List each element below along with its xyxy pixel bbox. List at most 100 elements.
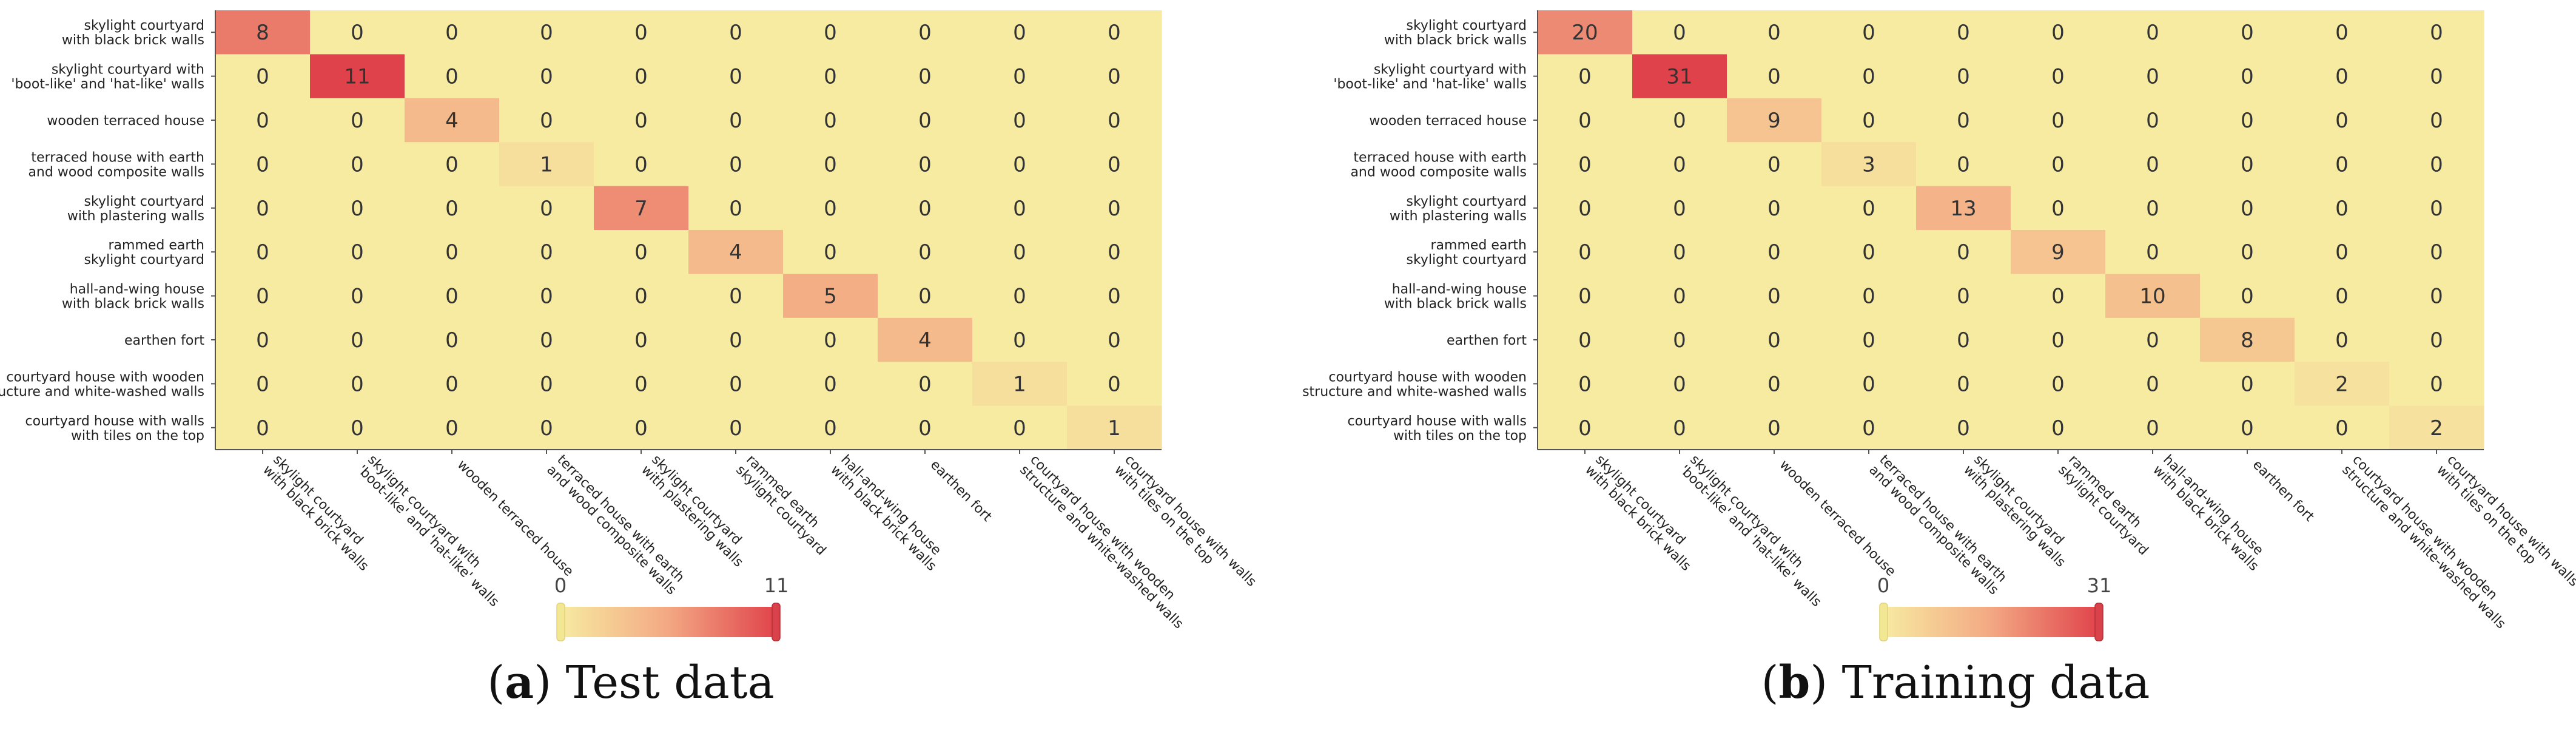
row-label: earthen fort bbox=[124, 333, 204, 348]
cell-value: 0 bbox=[2335, 240, 2349, 265]
row-label: courtyard house with walls with tiles on … bbox=[1348, 414, 1527, 444]
colorbar-max-handle[interactable] bbox=[772, 603, 781, 641]
cell-value: 0 bbox=[1767, 285, 1781, 309]
cell-value: 0 bbox=[351, 285, 364, 309]
heatmap-cell bbox=[499, 54, 594, 99]
cell-value: 0 bbox=[540, 285, 553, 309]
column-label: rammed earthskylight courtyard bbox=[733, 452, 839, 558]
heatmap-cell bbox=[310, 142, 405, 187]
heatmap-cell bbox=[1538, 317, 1633, 362]
heatmap-cell bbox=[2200, 54, 2295, 99]
cell-value: 0 bbox=[1673, 328, 1686, 353]
cell-value: 0 bbox=[2146, 21, 2159, 45]
heatmap-cell bbox=[499, 317, 594, 362]
heatmap-cell bbox=[405, 54, 500, 99]
heatmap-cell bbox=[688, 98, 784, 143]
cell-value: 0 bbox=[1767, 21, 1781, 45]
heatmap-cell bbox=[1727, 274, 1822, 319]
cell-value: 0 bbox=[2146, 197, 2159, 221]
cell-value: 0 bbox=[1578, 109, 1592, 133]
cell-value: 0 bbox=[634, 21, 648, 45]
heatmap-cell bbox=[1916, 317, 2011, 362]
cell-value: 0 bbox=[445, 240, 459, 265]
heatmap-cell bbox=[215, 54, 311, 99]
heatmap-cell bbox=[1632, 362, 1727, 407]
cell-value: 0 bbox=[1862, 328, 1875, 353]
cell-value: 0 bbox=[445, 285, 459, 309]
cell-value: 20 bbox=[1572, 21, 1598, 45]
cell-value: 0 bbox=[2146, 240, 2159, 265]
heatmap-cell bbox=[1067, 10, 1162, 55]
cell-value: 0 bbox=[1578, 285, 1592, 309]
heatmap-cell bbox=[1538, 405, 1633, 450]
cell-value: 0 bbox=[1957, 152, 1970, 177]
panel-caption: (b) Training data bbox=[1761, 657, 2150, 709]
heatmap-cell bbox=[1916, 362, 2011, 407]
cell-value: 0 bbox=[1957, 65, 1970, 89]
heatmap-cell bbox=[2011, 186, 2106, 231]
heatmap-cell bbox=[405, 98, 500, 143]
cell-value: 0 bbox=[1578, 416, 1592, 441]
cell-value: 0 bbox=[1578, 65, 1592, 89]
cell-value: 0 bbox=[2241, 372, 2254, 396]
heatmap-cell bbox=[215, 10, 311, 55]
row-label: skylight courtyard with'boot-like' and '… bbox=[1333, 63, 1527, 92]
cell-value: 0 bbox=[729, 372, 742, 396]
cell-value: 0 bbox=[1767, 152, 1781, 177]
heatmap-cell bbox=[310, 317, 405, 362]
heatmap-cell bbox=[2105, 362, 2201, 407]
cell-value: 0 bbox=[2051, 109, 2065, 133]
cell-value: 0 bbox=[256, 152, 269, 177]
heatmap-cell bbox=[2200, 98, 2295, 143]
cell-value: 0 bbox=[634, 152, 648, 177]
heatmap-cell bbox=[972, 362, 1068, 407]
heatmap-cell bbox=[594, 10, 689, 55]
colorbar-min-handle[interactable] bbox=[556, 603, 565, 641]
cell-value: 0 bbox=[824, 109, 837, 133]
heatmap-cell bbox=[1916, 10, 2011, 55]
heatmap-cell bbox=[1538, 98, 1633, 143]
heatmap-cell bbox=[215, 230, 311, 274]
heatmap-cell bbox=[2105, 230, 2201, 274]
heatmap-cell bbox=[499, 98, 594, 143]
heatmap-cell bbox=[1916, 405, 2011, 450]
heatmap-cell bbox=[972, 54, 1068, 99]
cell-value: 0 bbox=[1108, 65, 1121, 89]
cell-value: 0 bbox=[1862, 197, 1875, 221]
heatmap-cell bbox=[310, 186, 405, 231]
cell-value: 0 bbox=[256, 372, 269, 396]
cell-value: 0 bbox=[2146, 152, 2159, 177]
heatmap-cell bbox=[878, 230, 973, 274]
cell-value: 0 bbox=[729, 285, 742, 309]
cell-value: 8 bbox=[256, 21, 269, 45]
colorbar-max-handle[interactable] bbox=[2094, 603, 2104, 641]
cell-value: 0 bbox=[729, 21, 742, 45]
cell-value: 0 bbox=[634, 285, 648, 309]
heatmap-cell bbox=[1821, 10, 1917, 55]
cell-value: 0 bbox=[729, 328, 742, 353]
heatmap-cell bbox=[1727, 317, 1822, 362]
heatmap-cell bbox=[1916, 274, 2011, 319]
heatmap-cell bbox=[688, 405, 784, 450]
heatmap-cell bbox=[310, 98, 405, 143]
cell-value: 0 bbox=[1957, 328, 1970, 353]
cell-value: 0 bbox=[256, 197, 269, 221]
cell-value: 0 bbox=[2430, 285, 2443, 309]
heatmap-cell bbox=[1727, 10, 1822, 55]
cell-value: 0 bbox=[1862, 65, 1875, 89]
cell-value: 0 bbox=[1013, 109, 1026, 133]
row-label: wooden terraced house bbox=[1369, 113, 1527, 129]
colorbar-min-handle[interactable] bbox=[1879, 603, 1888, 641]
heatmap-cell bbox=[1538, 362, 1633, 407]
heatmap-cell bbox=[2200, 317, 2295, 362]
heatmap-cell bbox=[878, 405, 973, 450]
cell-value: 9 bbox=[1767, 109, 1781, 133]
cell-value: 0 bbox=[540, 21, 553, 45]
heatmap-cell bbox=[2295, 98, 2390, 143]
cell-value: 0 bbox=[1673, 109, 1686, 133]
cell-value: 0 bbox=[2430, 328, 2443, 353]
cell-value: 0 bbox=[1108, 197, 1121, 221]
heatmap-cell bbox=[878, 142, 973, 187]
